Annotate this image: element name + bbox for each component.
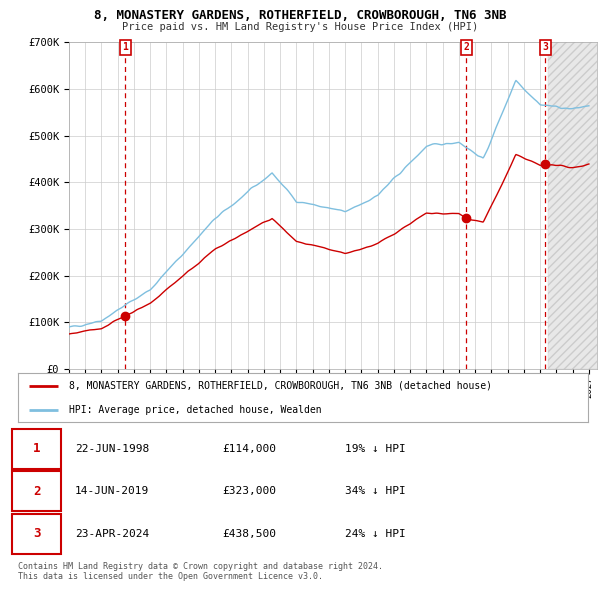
Text: £438,500: £438,500 — [222, 529, 276, 539]
Text: £114,000: £114,000 — [222, 444, 276, 454]
Text: 34% ↓ HPI: 34% ↓ HPI — [345, 486, 406, 496]
FancyBboxPatch shape — [12, 514, 61, 553]
Text: 19% ↓ HPI: 19% ↓ HPI — [345, 444, 406, 454]
Text: 14-JUN-2019: 14-JUN-2019 — [75, 486, 149, 496]
Text: 3: 3 — [542, 42, 548, 53]
Text: £323,000: £323,000 — [222, 486, 276, 496]
Text: 2: 2 — [33, 484, 40, 498]
Text: 3: 3 — [33, 527, 40, 540]
Text: 1: 1 — [122, 42, 128, 53]
Text: 23-APR-2024: 23-APR-2024 — [75, 529, 149, 539]
Text: Contains HM Land Registry data © Crown copyright and database right 2024.: Contains HM Land Registry data © Crown c… — [18, 562, 383, 571]
Text: HPI: Average price, detached house, Wealden: HPI: Average price, detached house, Weal… — [70, 405, 322, 415]
Text: This data is licensed under the Open Government Licence v3.0.: This data is licensed under the Open Gov… — [18, 572, 323, 581]
FancyBboxPatch shape — [12, 429, 61, 468]
FancyBboxPatch shape — [12, 471, 61, 511]
Text: 24% ↓ HPI: 24% ↓ HPI — [345, 529, 406, 539]
Text: Price paid vs. HM Land Registry's House Price Index (HPI): Price paid vs. HM Land Registry's House … — [122, 22, 478, 32]
Text: 22-JUN-1998: 22-JUN-1998 — [75, 444, 149, 454]
Text: 2: 2 — [463, 42, 469, 53]
Text: 8, MONASTERY GARDENS, ROTHERFIELD, CROWBOROUGH, TN6 3NB (detached house): 8, MONASTERY GARDENS, ROTHERFIELD, CROWB… — [70, 381, 493, 391]
Text: 8, MONASTERY GARDENS, ROTHERFIELD, CROWBOROUGH, TN6 3NB: 8, MONASTERY GARDENS, ROTHERFIELD, CROWB… — [94, 9, 506, 22]
Text: 1: 1 — [33, 442, 40, 455]
